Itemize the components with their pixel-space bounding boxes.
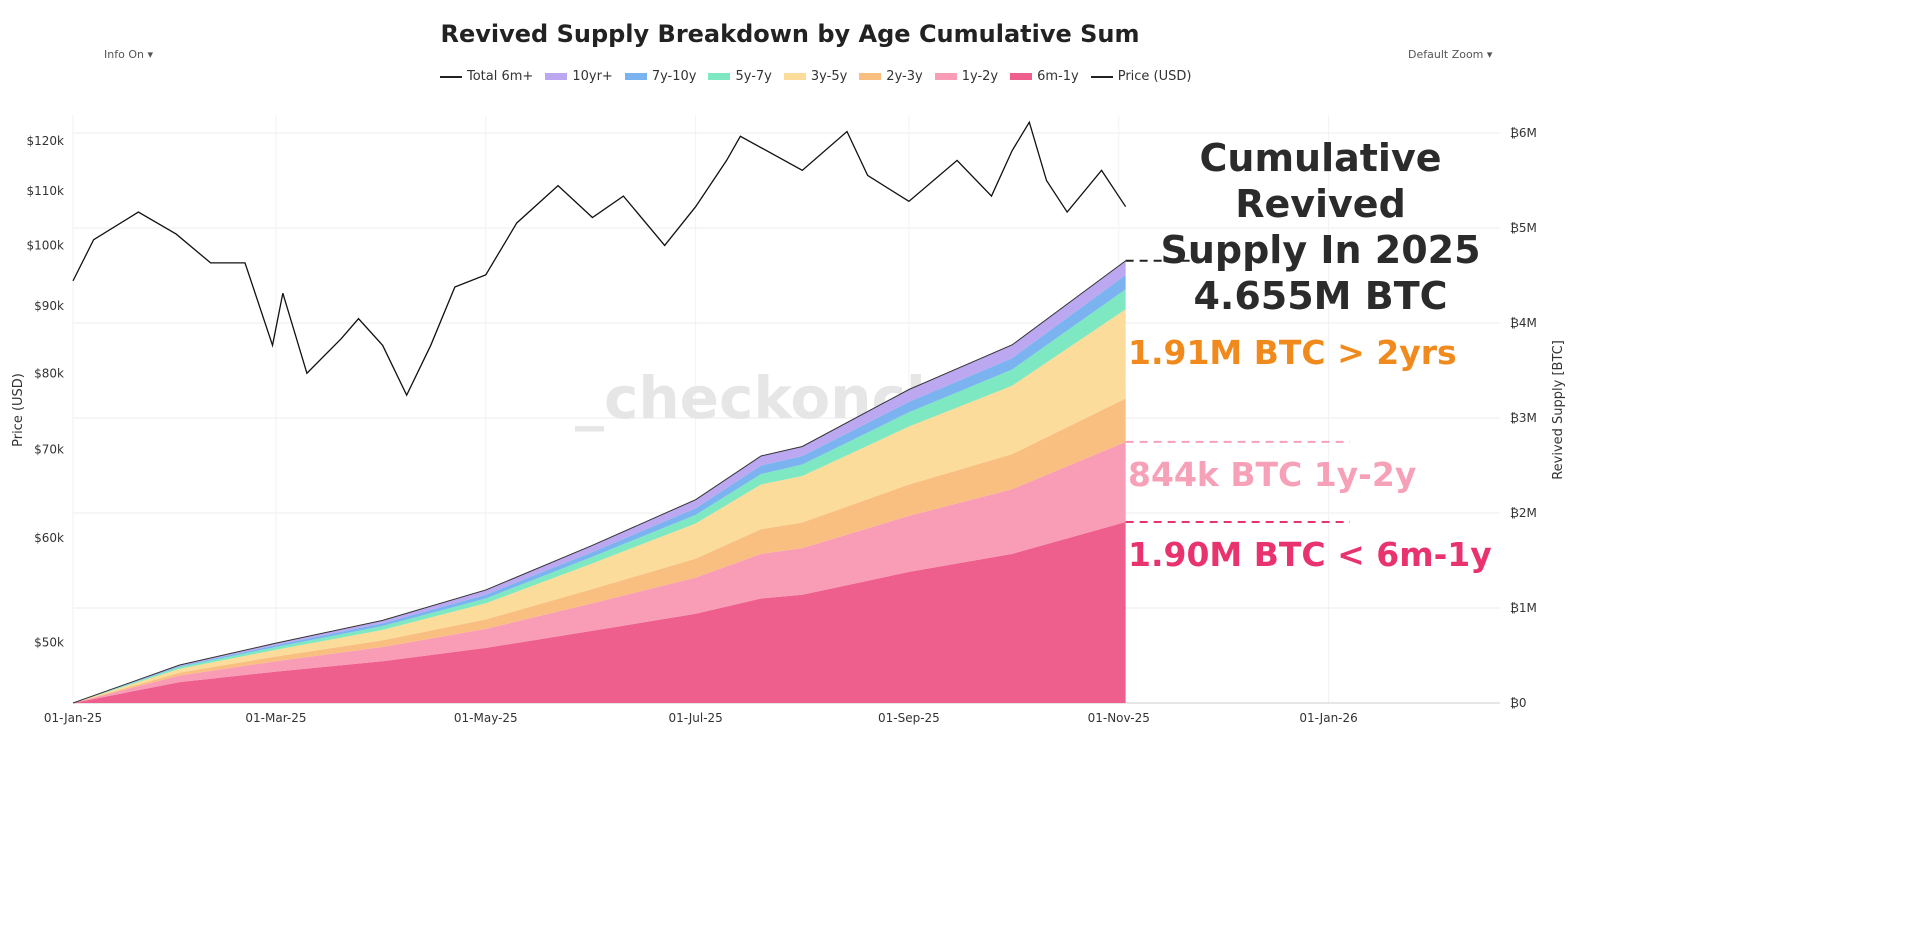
total-annotation-line2: Supply In 2025 [1160, 228, 1481, 272]
right-tick-label: ₿5M [1510, 221, 1537, 235]
x-tick-label: 01-May-25 [454, 711, 518, 725]
total-6m-line [72, 260, 1126, 704]
6m-1y-annotation: 1.90M BTC < 6m-1y [1128, 535, 1492, 574]
right-tick-label: ₿1M [1510, 601, 1537, 615]
x-tick-label: 01-Jul-25 [668, 711, 722, 725]
x-tick-label: 01-Jan-25 [44, 711, 102, 725]
chart-title: Revived Supply Breakdown by Age Cumulati… [440, 20, 1140, 48]
left-tick-label: $50k [34, 635, 64, 649]
legend-item-7y-10y[interactable]: 7y-10y [624, 69, 696, 84]
legend-item-10yr[interactable]: 10yr+ [545, 69, 613, 84]
info-toggle-button[interactable]: Info On ▾ [104, 48, 153, 61]
area-1y-2y [73, 441, 1126, 703]
left-tick-label: $100k [27, 238, 65, 252]
legend-item-2y-3y[interactable]: 2y-3y [859, 69, 923, 84]
legend-item-3y-5y[interactable]: 3y-5y [783, 69, 847, 84]
zoom-select[interactable]: Default Zoom ▾ [1408, 48, 1493, 61]
right-tick-label: ₿3M [1510, 411, 1537, 425]
legend-item-1y-2y[interactable]: 1y-2y [934, 69, 998, 84]
left-tick-label: $80k [34, 366, 64, 380]
total-annotation: Cumulative Revived Supply In 2025 4.655M… [1133, 135, 1508, 319]
x-tick-label: 01-Nov-25 [1088, 711, 1150, 725]
left-axis-title: Price (USD) [11, 373, 26, 447]
right-tick-label: ₿6M [1510, 126, 1537, 140]
right-tick-label: ₿0 [1510, 696, 1527, 710]
over-2yrs-annotation: 1.91M BTC > 2yrs [1128, 333, 1457, 372]
total-annotation-value: 4.655M BTC [1193, 274, 1448, 318]
legend: Total 6m+ 10yr+ 7y-10y 5y-7y 3y-5y 2y-3y… [440, 69, 1191, 84]
left-tick-label: $120k [27, 134, 65, 148]
left-tick-label: $110k [27, 184, 65, 198]
right-tick-label: ₿4M [1510, 316, 1537, 330]
area-6m-1y [73, 522, 1126, 703]
legend-item-5y-7y[interactable]: 5y-7y [708, 69, 772, 84]
left-tick-label: $60k [34, 531, 64, 545]
left-tick-label: $90k [34, 299, 64, 313]
x-tick-label: 01-Sep-25 [878, 711, 940, 725]
right-axis-title: Revived Supply [BTC] [1551, 340, 1566, 480]
1y-2y-annotation: 844k BTC 1y-2y [1128, 455, 1417, 494]
left-tick-label: $70k [34, 443, 64, 457]
legend-item-price[interactable]: Price (USD) [1090, 69, 1191, 84]
legend-item-6m-1y[interactable]: 6m-1y [1010, 69, 1079, 84]
total-annotation-line1: Cumulative Revived [1199, 136, 1442, 226]
right-tick-label: ₿2M [1510, 506, 1537, 520]
legend-item-total[interactable]: Total 6m+ [440, 69, 533, 84]
price-line [72, 120, 1127, 397]
x-tick-label: 01-Mar-25 [245, 711, 306, 725]
x-tick-label: 01-Jan-26 [1299, 711, 1357, 725]
